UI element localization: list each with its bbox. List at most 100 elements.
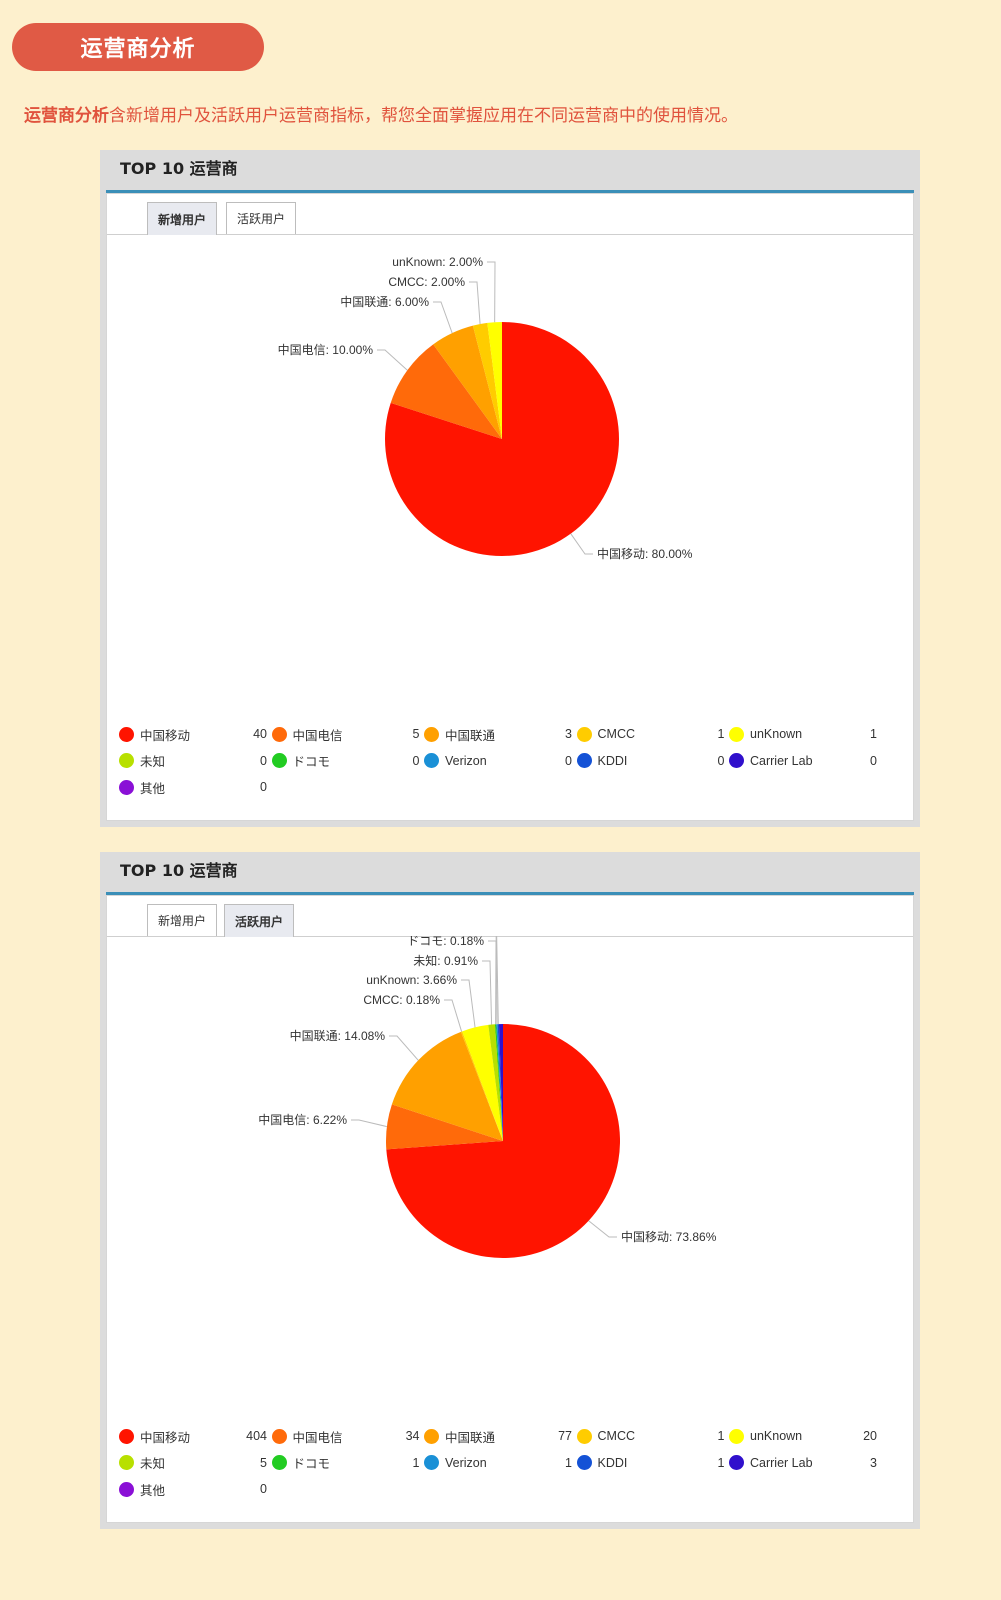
legend-item-ドコモ[interactable]: ドコモ 0 xyxy=(271,751,420,771)
legend-value: 0 xyxy=(565,753,572,768)
legend-item-未知[interactable]: 未知 0 xyxy=(119,751,267,771)
pie-leader-line xyxy=(482,960,493,1025)
legend-swatch xyxy=(576,753,592,768)
legend-label: 中国联通 xyxy=(445,1430,496,1445)
legend-value: 3 xyxy=(870,1455,877,1470)
legend-value: 1 xyxy=(717,1455,725,1470)
legend-label: 中国移动 xyxy=(140,728,191,743)
section-title-badge: 运营商分析 xyxy=(12,23,264,71)
legend-item-其他[interactable]: 其他 0 xyxy=(119,777,267,797)
legend-item-kddi[interactable]: KDDI 0 xyxy=(576,751,725,771)
pie-label-中国移动: 中国移动: 73.86% xyxy=(621,1229,717,1244)
legend-item-unknown[interactable]: unKnown 20 xyxy=(729,1426,877,1446)
pie-chart: 中国移动: 80.00% 中国电信: 10.00% 中国联通: 6.00% CMCC:… xyxy=(278,255,693,561)
legend-value: 0 xyxy=(260,753,267,768)
legend-label: Carrier Lab xyxy=(750,1455,813,1470)
legend-item-中国联通[interactable]: 中国联通 77 xyxy=(424,1426,572,1446)
pie-label-cmcc: CMCC: 2.00% xyxy=(388,275,465,289)
legend-value: 0 xyxy=(260,1482,267,1496)
legend-swatch xyxy=(119,779,134,795)
legend-label: Verizon xyxy=(445,1455,487,1470)
pie-leader-line xyxy=(377,349,408,371)
legend: 中国移动 40 中国电信 5 中国联通 3 CMCC 1 unKnown 1 未知 0 ドコモ 0 Veri… xyxy=(119,724,879,804)
pie-label-中国电信: 中国电信: 6.22% xyxy=(258,1112,347,1127)
legend-item-kddi[interactable]: KDDI 1 xyxy=(576,1453,725,1473)
legend-item-中国移动[interactable]: 中国移动 404 xyxy=(119,1426,267,1446)
legend-label: Verizon xyxy=(445,753,487,768)
legend-swatch xyxy=(729,1455,744,1470)
legend-item-carrier-lab[interactable]: Carrier Lab 0 xyxy=(729,751,877,771)
pie-slice-ドコモ[interactable] xyxy=(494,1024,503,1141)
pie-slice-cmcc[interactable] xyxy=(472,322,502,439)
pie-leader-line xyxy=(469,281,481,325)
tab-bar: 新增用户 活跃用户 xyxy=(107,896,913,937)
pie-leader-line xyxy=(570,533,593,555)
legend-item-verizon[interactable]: Verizon 1 xyxy=(424,1453,572,1473)
tab-active-users[interactable]: 活跃用户 xyxy=(224,904,294,937)
legend-value: 20 xyxy=(863,1429,877,1443)
tab-new-users[interactable]: 新增用户 xyxy=(147,904,217,936)
pie-label-中国电信: 中国电信: 10.00% xyxy=(278,342,374,357)
legend-item-carrier-lab[interactable]: Carrier Lab 3 xyxy=(729,1453,877,1473)
pie-slice-carrier-lab[interactable] xyxy=(498,1024,503,1141)
legend-label: KDDI xyxy=(597,1455,628,1470)
legend-label: unKnown xyxy=(750,727,803,741)
legend-label: 其他 xyxy=(140,1483,166,1498)
legend-item-verizon[interactable]: Verizon 0 xyxy=(424,751,572,771)
legend-swatch xyxy=(119,1428,134,1444)
pie-label-unknown: unKnown: 3.66% xyxy=(366,973,457,987)
legend-value: 34 xyxy=(405,1429,420,1443)
pie-label-中国联通: 中国联通: 6.00% xyxy=(340,294,429,309)
legend-item-未知[interactable]: 未知 5 xyxy=(119,1453,267,1473)
pie-slice-unknown[interactable] xyxy=(487,322,502,439)
legend-label: 中国移动 xyxy=(140,1430,191,1445)
legend-item-中国电信[interactable]: 中国电信 5 xyxy=(271,724,420,744)
legend-item-cmcc[interactable]: CMCC 1 xyxy=(576,724,725,744)
legend-item-中国联通[interactable]: 中国联通 3 xyxy=(424,724,572,744)
legend-value: 0 xyxy=(260,780,267,794)
tab-new-users[interactable]: 新增用户 xyxy=(147,202,217,235)
legend-value: 5 xyxy=(260,1455,267,1470)
pie-slice-中国联通[interactable] xyxy=(433,325,502,439)
pie-label-cmcc: CMCC: 0.18% xyxy=(363,993,440,1007)
legend-value: 404 xyxy=(246,1429,267,1443)
legend-value: 1 xyxy=(717,1429,725,1443)
legend-label: ドコモ xyxy=(292,755,331,769)
intro-highlight: 运营商分析 xyxy=(24,106,109,125)
tab-active-users[interactable]: 活跃用户 xyxy=(226,202,296,234)
legend-swatch xyxy=(424,726,439,742)
legend-swatch xyxy=(271,1428,287,1444)
pie-slice-中国电信[interactable] xyxy=(390,344,502,439)
legend-item-unknown[interactable]: unKnown 1 xyxy=(729,724,877,744)
legend-label: 其他 xyxy=(140,781,166,796)
legend-item-中国移动[interactable]: 中国移动 40 xyxy=(119,724,267,744)
pie-slice-中国移动[interactable] xyxy=(386,1024,621,1258)
pie-slice-中国电信[interactable] xyxy=(386,1104,503,1150)
legend-item-ドコモ[interactable]: ドコモ 1 xyxy=(271,1453,420,1473)
legend-label: CMCC xyxy=(597,1429,636,1443)
pie-label-ドコモ: ドコモ: 0.18% xyxy=(407,936,484,948)
pie-slice-unknown[interactable] xyxy=(462,1024,503,1141)
legend-item-中国电信[interactable]: 中国电信 34 xyxy=(271,1426,420,1446)
pie-leader-line xyxy=(488,940,497,1025)
pie-slice-verizon[interactable] xyxy=(496,1024,503,1141)
legend-item-cmcc[interactable]: CMCC 1 xyxy=(576,1426,725,1446)
legend-label: unKnown xyxy=(750,1429,803,1443)
pie-slice-中国联通[interactable] xyxy=(391,1031,503,1141)
pie-leader-line xyxy=(444,999,463,1032)
pie-leader-line xyxy=(487,261,496,323)
legend-value: 77 xyxy=(558,1429,572,1443)
carrier-panel-new-users: TOP 10 运营商 新增用户 活跃用户 中国移动: 80.00% 中国电信: 1… xyxy=(100,150,920,827)
pie-slice-未知[interactable] xyxy=(488,1024,503,1141)
pie-slice-kddi[interactable] xyxy=(497,1024,503,1141)
legend-swatch xyxy=(271,753,287,768)
pie-slice-中国移动[interactable] xyxy=(385,322,620,556)
legend-label: 中国电信 xyxy=(292,728,343,743)
pie-slice-cmcc[interactable] xyxy=(460,1031,503,1141)
legend-swatch xyxy=(576,726,592,742)
tab-bar: 新增用户 活跃用户 xyxy=(107,194,913,235)
legend-value: 1 xyxy=(870,727,877,741)
legend-item-其他[interactable]: 其他 0 xyxy=(119,1479,267,1499)
legend-value: 1 xyxy=(412,1455,420,1470)
panel-body: 新增用户 活跃用户 中国移动: 73.86% 中国电信: 6.22% 中国联通: 1… xyxy=(106,895,914,1523)
